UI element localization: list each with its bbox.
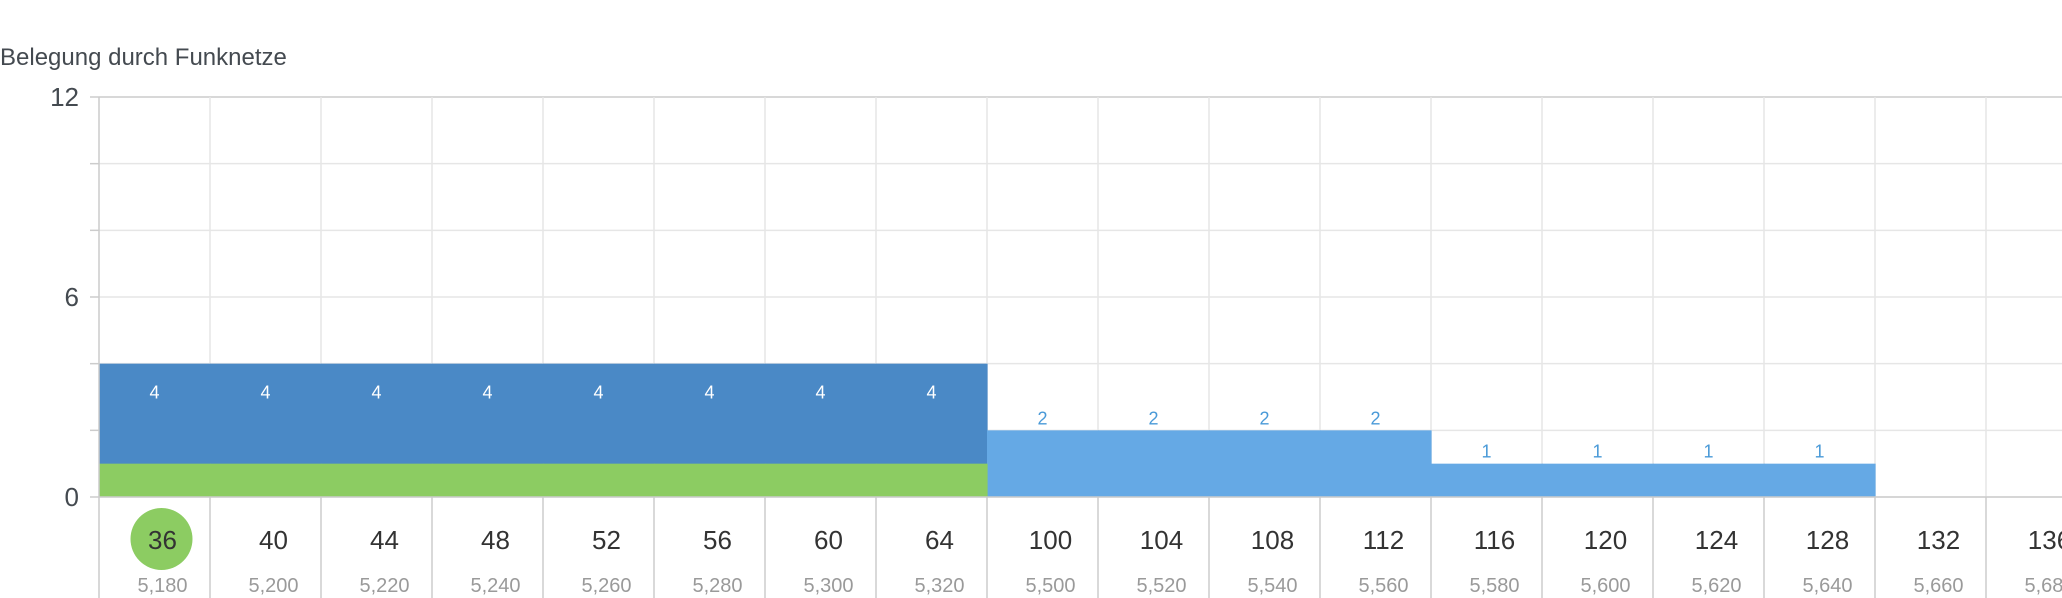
channel-label-104: 104 — [1140, 525, 1183, 555]
channel-label-136: 136 — [2028, 525, 2062, 555]
frequency-label-116: 5,580 — [1469, 575, 1519, 597]
frequency-label-100: 5,500 — [1025, 575, 1075, 597]
frequency-label-108: 5,540 — [1247, 575, 1297, 597]
data-label-56: 4 — [704, 383, 714, 403]
channel-label-124: 124 — [1695, 525, 1738, 555]
selected-channel-marker — [130, 508, 193, 570]
bar-104 — [1098, 430, 1210, 497]
frequency-label-56: 5,280 — [692, 575, 742, 597]
frequency-label-48: 5,240 — [470, 575, 520, 597]
frequency-label-36: 5,180 — [137, 575, 187, 597]
axes: 0612365,180405,200445,220485,240525,2605… — [50, 82, 2062, 598]
data-labels: 4 4 4 4 4 4 4 4 2 2 2 2 1 1 1 1 — [149, 383, 1824, 462]
bars — [99, 363, 1876, 497]
channel-label-100: 100 — [1029, 525, 1072, 555]
y-tick-label: 12 — [50, 82, 79, 112]
data-label-108: 2 — [1259, 408, 1269, 428]
bar-116 — [1431, 463, 1543, 497]
data-label-60: 4 — [815, 383, 825, 403]
data-label-124: 1 — [1703, 442, 1713, 462]
frequency-label-64: 5,320 — [914, 575, 964, 597]
channel-label-44: 44 — [370, 525, 399, 555]
own-network-bar-60 — [765, 463, 877, 497]
data-label-52: 4 — [593, 383, 603, 403]
channel-label-108: 108 — [1251, 525, 1294, 555]
channel-label-112: 112 — [1363, 525, 1404, 555]
frequency-label-104: 5,520 — [1136, 575, 1186, 597]
channel-label-64: 64 — [925, 525, 954, 555]
own-network-bar-56 — [654, 463, 766, 497]
bar-128 — [1764, 463, 1876, 497]
channel-label-56: 56 — [703, 525, 732, 555]
channel-label-120: 120 — [1584, 525, 1627, 555]
own-network-bar-48 — [432, 463, 544, 497]
channel-label-116: 116 — [1474, 525, 1515, 555]
data-label-100: 2 — [1037, 408, 1047, 428]
own-network-bar-44 — [321, 463, 433, 497]
channel-label-40: 40 — [259, 525, 288, 555]
data-label-40: 4 — [260, 383, 270, 403]
frequency-label-40: 5,200 — [248, 575, 298, 597]
frequency-label-44: 5,220 — [359, 575, 409, 597]
data-label-64: 4 — [926, 383, 936, 403]
frequency-label-120: 5,600 — [1580, 575, 1630, 597]
frequency-label-136: 5,680 — [2024, 575, 2062, 597]
data-label-36: 4 — [149, 383, 159, 403]
own-network-bar-36 — [99, 463, 211, 497]
data-label-44: 4 — [371, 383, 381, 403]
frequency-label-52: 5,260 — [581, 575, 631, 597]
data-label-48: 4 — [482, 383, 492, 403]
channel-label-132: 132 — [1917, 525, 1960, 555]
own-network-bar-52 — [543, 463, 655, 497]
channel-label-60: 60 — [814, 525, 843, 555]
frequency-label-60: 5,300 — [803, 575, 853, 597]
own-network-bar-64 — [876, 463, 988, 497]
bar-124 — [1653, 463, 1765, 497]
frequency-label-128: 5,640 — [1802, 575, 1852, 597]
own-network-bar-40 — [210, 463, 322, 497]
bar-112 — [1320, 430, 1432, 497]
frequency-label-132: 5,660 — [1913, 575, 1963, 597]
channel-label-128: 128 — [1806, 525, 1849, 555]
data-label-116: 1 — [1481, 442, 1491, 462]
data-label-104: 2 — [1148, 408, 1158, 428]
channel-label-36: 36 — [148, 525, 177, 555]
bar-108 — [1209, 430, 1321, 497]
channel-label-52: 52 — [592, 525, 621, 555]
chart-title: Belegung durch Funknetze — [0, 44, 287, 71]
data-label-120: 1 — [1592, 442, 1602, 462]
bar-100 — [987, 430, 1099, 497]
data-label-112: 2 — [1370, 408, 1380, 428]
frequency-label-112: 5,560 — [1358, 575, 1408, 597]
y-tick-label: 0 — [65, 482, 79, 512]
channel-label-48: 48 — [481, 525, 510, 555]
y-tick-label: 6 — [65, 282, 79, 312]
bar-120 — [1542, 463, 1654, 497]
data-label-128: 1 — [1814, 442, 1824, 462]
frequency-label-124: 5,620 — [1691, 575, 1741, 597]
